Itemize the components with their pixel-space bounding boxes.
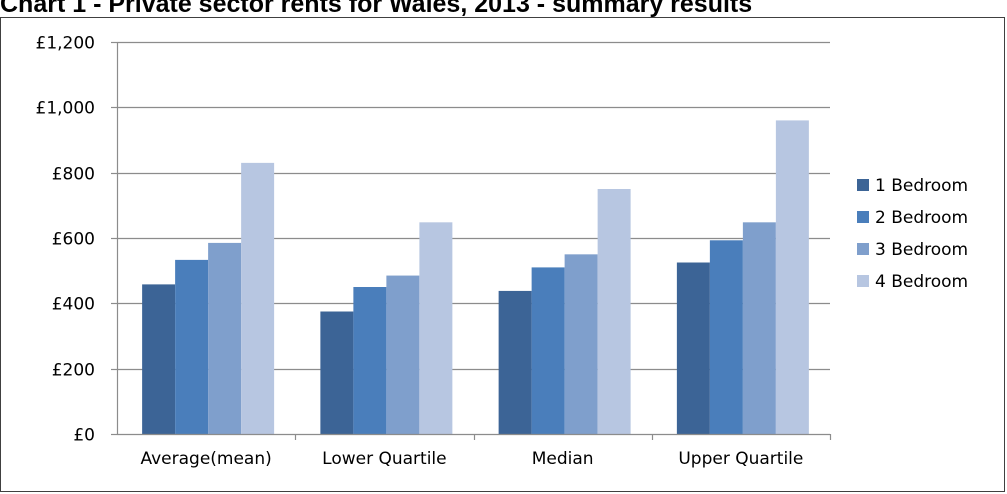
bar bbox=[386, 275, 420, 434]
y-tick-label: £200 bbox=[52, 361, 95, 381]
bar bbox=[775, 120, 809, 435]
axes: £0 £200 £400 £600 £800 £1,000 £1,200 Average(me… bbox=[36, 34, 832, 469]
x-tick-label: Upper Quartile bbox=[678, 449, 803, 469]
y-tick-label: £600 bbox=[52, 230, 95, 250]
legend-label: 3 Bedroom bbox=[875, 240, 968, 260]
bar bbox=[709, 240, 743, 434]
bars bbox=[142, 120, 809, 435]
y-tick-label: £1,200 bbox=[36, 34, 95, 54]
legend-swatch bbox=[857, 243, 869, 255]
bar bbox=[419, 222, 453, 434]
bar bbox=[531, 267, 565, 434]
y-tick-label: £0 bbox=[73, 426, 95, 446]
legend-swatch bbox=[857, 275, 869, 287]
chart-title: Chart 1 - Private sector rents for Wales… bbox=[0, 0, 753, 18]
bar bbox=[320, 311, 354, 434]
x-tick-label: Median bbox=[532, 449, 594, 469]
bar bbox=[208, 242, 242, 434]
x-tick-label: Lower Quartile bbox=[322, 449, 446, 469]
bar bbox=[597, 189, 631, 434]
legend-label: 1 Bedroom bbox=[875, 176, 968, 196]
bar bbox=[142, 284, 176, 434]
bar bbox=[742, 222, 776, 434]
x-tick-label: Average(mean) bbox=[140, 449, 271, 469]
bar bbox=[241, 162, 275, 434]
y-tick-label: £1,000 bbox=[36, 99, 95, 119]
bar bbox=[498, 290, 532, 434]
legend-swatch bbox=[857, 211, 869, 223]
bar bbox=[175, 259, 209, 434]
bar bbox=[564, 254, 598, 434]
legend-swatch bbox=[857, 179, 869, 191]
legend-label: 2 Bedroom bbox=[875, 208, 968, 228]
y-tick-label: £800 bbox=[52, 165, 95, 185]
bar bbox=[353, 287, 387, 434]
bar bbox=[676, 262, 710, 434]
legend-label: 4 Bedroom bbox=[875, 272, 968, 292]
y-tick-label: £400 bbox=[52, 295, 95, 315]
legend: 1 Bedroom 2 Bedroom 3 Bedroom 4 Bedroom bbox=[857, 176, 968, 292]
